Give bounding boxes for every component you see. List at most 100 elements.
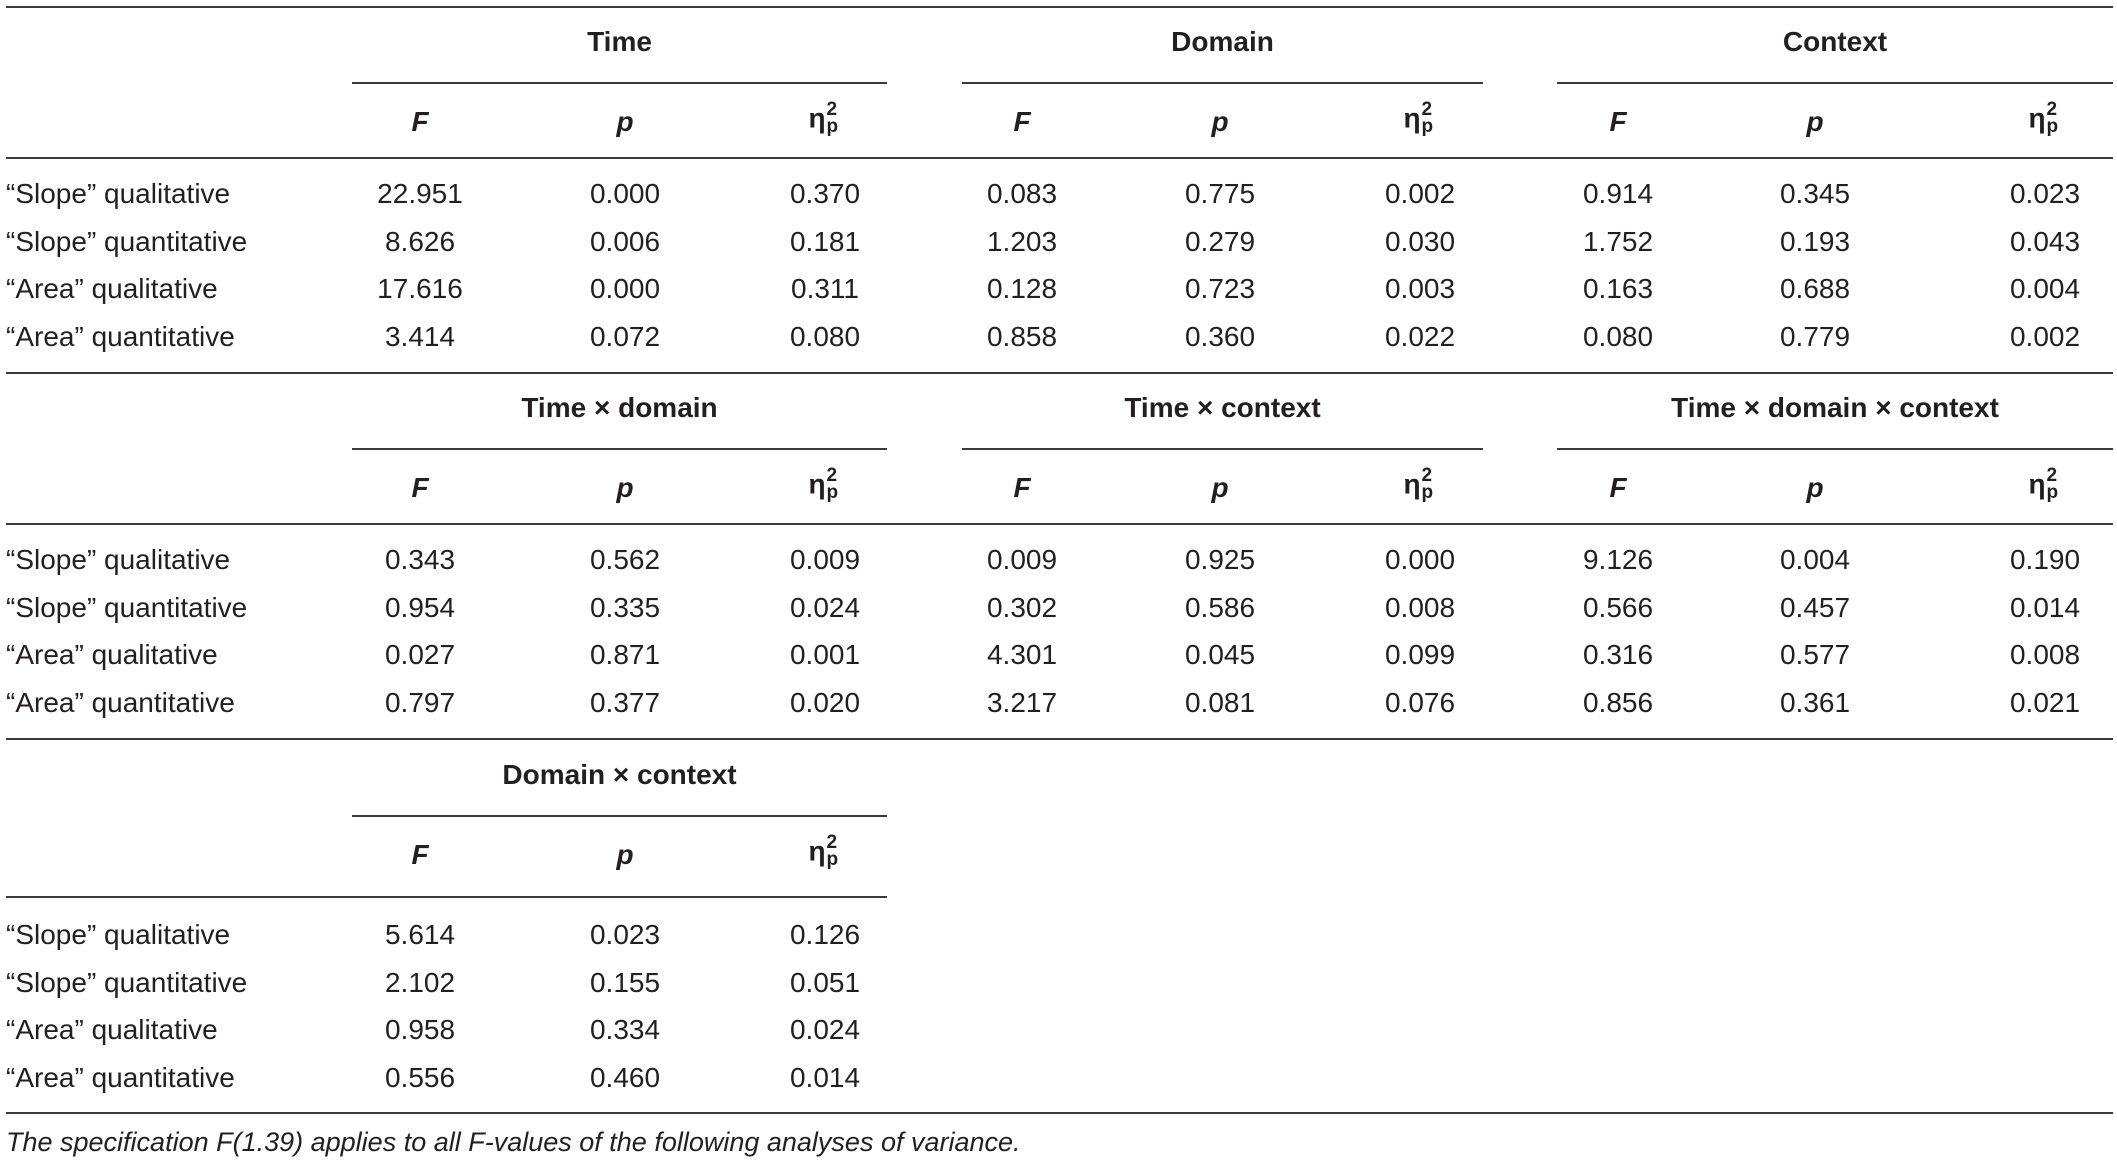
table-cell: 0.925 (1184, 544, 1256, 575)
row-label: “Slope” qualitative (6, 178, 231, 209)
column-header-f: F (411, 472, 429, 503)
row-label: “Area” quantitative (6, 686, 235, 718)
column-header-f: F (1609, 472, 1627, 503)
header-rule (6, 896, 887, 898)
table-cell: 0.027 (384, 639, 456, 670)
group-title: Time × domain (521, 392, 718, 423)
table-cell: 0.000 (589, 273, 661, 304)
table-cell: 0.775 (1184, 178, 1256, 209)
section-bottom-rule (6, 1112, 2113, 1114)
row-label: “Slope” qualitative (6, 544, 231, 575)
table-cell: 0.688 (1779, 273, 1851, 304)
table-cell: 0.723 (1184, 273, 1256, 304)
table-cell: 0.001 (789, 639, 861, 670)
column-header-p: p (1806, 106, 1824, 137)
table-cell: 0.043 (2009, 225, 2081, 257)
table-cell: 0.556 (384, 1061, 456, 1093)
table-cell: 0.871 (589, 639, 661, 670)
header-rule (6, 157, 2113, 159)
row-label: “Slope” quantitative (6, 591, 248, 623)
table-cell: 0.081 (1184, 686, 1256, 718)
table-cell: 0.954 (384, 591, 456, 623)
table-cell: 0.457 (1779, 591, 1851, 623)
row-label: “Area” quantitative (6, 320, 235, 352)
table-cell: 0.856 (1582, 686, 1654, 718)
table-cell: 0.302 (986, 591, 1058, 623)
table-cell: 0.460 (589, 1061, 661, 1093)
table-cell: 1.752 (1582, 225, 1654, 257)
group-title: Context (1782, 26, 1888, 57)
table-cell: 0.163 (1582, 273, 1654, 304)
table-cell: 0.045 (1184, 639, 1256, 670)
table-cell: 0.076 (1384, 686, 1456, 718)
table-cell: 0.014 (789, 1061, 861, 1093)
table-cell: 2.102 (384, 966, 456, 998)
column-header-p: p (616, 106, 634, 137)
table-cell: 0.316 (1582, 639, 1654, 670)
table-cell: 1.203 (986, 225, 1058, 257)
section-bottom-rule (6, 738, 2113, 740)
table-footnote: The specification F(1.39) applies to all… (6, 1127, 1021, 1157)
group-underline (962, 448, 1483, 450)
row-label: “Slope” quantitative (6, 225, 248, 257)
table-cell: 0.009 (789, 544, 861, 575)
group-title: Time × domain × context (1671, 392, 1999, 423)
group-underline (352, 815, 887, 817)
group-title: Domain (1171, 26, 1274, 57)
table-cell: 0.377 (589, 686, 661, 718)
table-cell: 3.217 (986, 686, 1058, 718)
group-underline (1557, 82, 2113, 84)
column-header-f: F (411, 839, 429, 870)
table-cell: 0.024 (789, 1014, 861, 1045)
table-cell: 0.023 (2009, 178, 2081, 209)
table-cell: 22.951 (377, 178, 463, 209)
table-cell: 0.345 (1779, 178, 1851, 209)
table-cell: 0.126 (789, 919, 861, 950)
table-cell: 0.009 (986, 544, 1058, 575)
table-cell: 0.024 (789, 591, 861, 623)
table-cell: 0.311 (791, 273, 859, 304)
table-cell: 0.858 (986, 320, 1058, 352)
row-label: “Area” qualitative (6, 639, 218, 670)
table-cell: 0.080 (1582, 320, 1654, 352)
table-cell: 0.360 (1184, 320, 1256, 352)
group-title: Domain × context (502, 759, 737, 790)
table-cell: 0.020 (789, 686, 861, 718)
group-underline (352, 82, 887, 84)
table-cell: 0.021 (2009, 686, 2081, 718)
group-title: Time × context (1124, 392, 1321, 423)
header-rule (6, 523, 2113, 525)
table-cell: 0.030 (1384, 225, 1456, 257)
table-cell: 0.562 (589, 544, 661, 575)
table-cell: 9.126 (1582, 544, 1654, 575)
table-cell: 0.014 (2009, 591, 2081, 623)
table-top-rule (6, 6, 2113, 8)
table-cell: 0.958 (384, 1014, 456, 1045)
column-header-p: p (1806, 472, 1824, 503)
table-cell: 0.008 (2009, 639, 2081, 670)
table-cell: 0.008 (1384, 591, 1456, 623)
row-label: “Area” qualitative (6, 1014, 218, 1045)
table-cell: 0.051 (789, 966, 861, 998)
table-cell: 0.002 (1384, 178, 1456, 209)
table-cell: 0.004 (1779, 544, 1851, 575)
table-cell: 8.626 (384, 225, 456, 257)
group-underline (352, 448, 887, 450)
table-cell: 0.797 (384, 686, 456, 718)
column-header-p: p (616, 472, 634, 503)
table-cell: 0.779 (1779, 320, 1851, 352)
column-header-f: F (1013, 106, 1031, 137)
table-cell: 3.414 (384, 320, 456, 352)
table-cell: 0.003 (1384, 273, 1456, 304)
table-cell: 0.000 (1384, 544, 1456, 575)
column-header-p: p (1211, 106, 1229, 137)
table-cell: 4.301 (986, 639, 1058, 670)
group-title: Time (587, 26, 652, 57)
row-label: “Area” quantitative (6, 1061, 235, 1093)
